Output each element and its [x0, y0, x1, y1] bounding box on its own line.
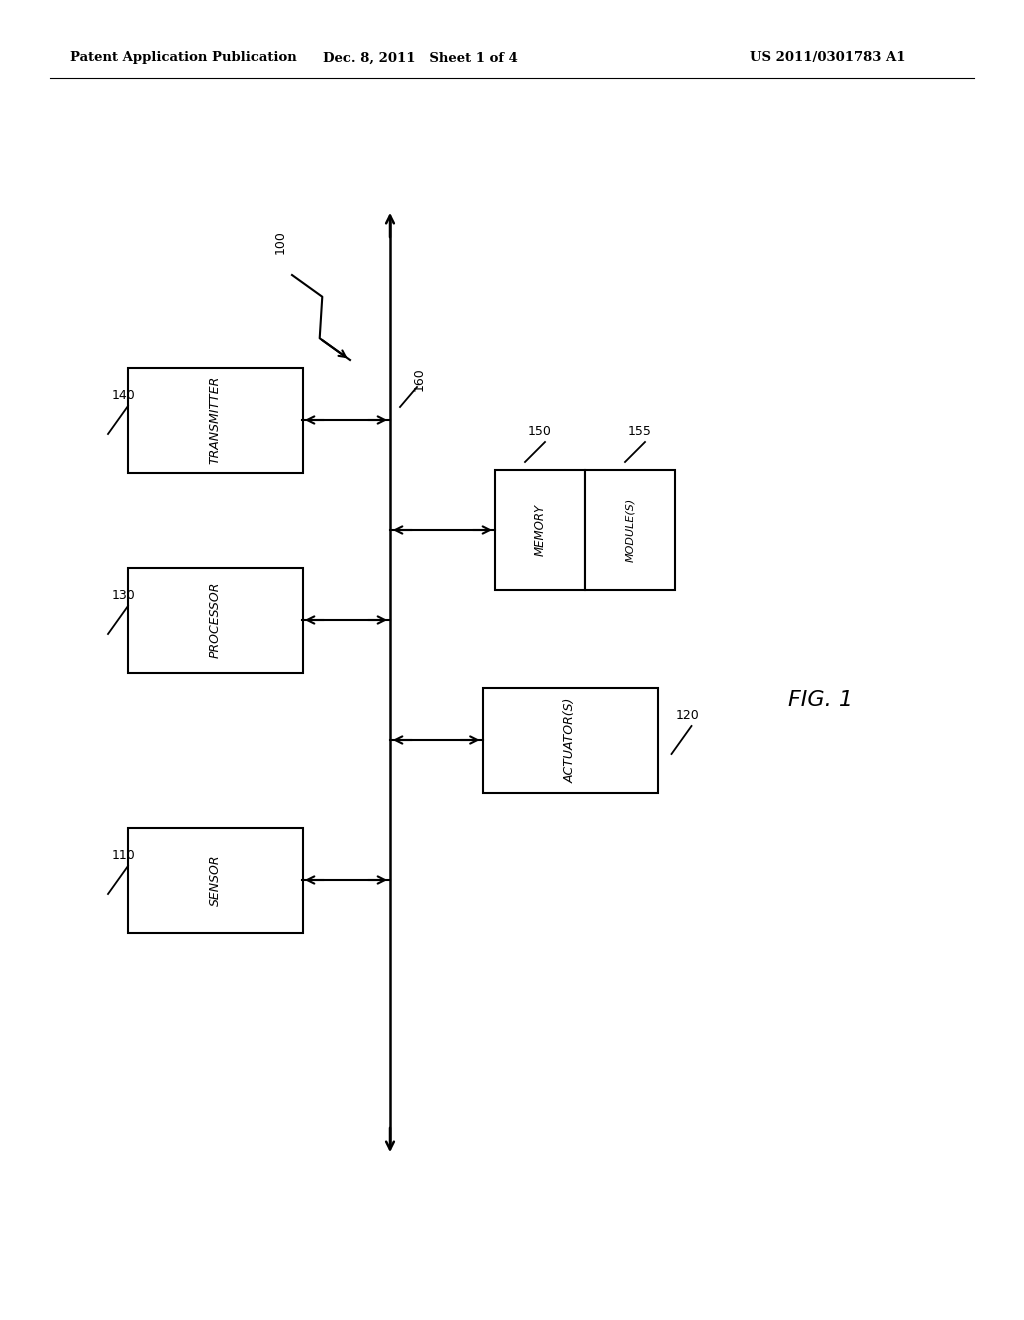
Text: SENSOR: SENSOR — [209, 854, 221, 906]
Text: MEMORY: MEMORY — [534, 504, 547, 556]
Text: 155: 155 — [628, 425, 652, 438]
Bar — [585, 470, 675, 590]
Text: 160: 160 — [413, 367, 426, 391]
Text: ACTUATOR(S): ACTUATOR(S) — [563, 697, 577, 783]
Text: Patent Application Publication: Patent Application Publication — [70, 51, 297, 65]
Text: 150: 150 — [528, 425, 552, 438]
Text: 140: 140 — [112, 389, 136, 403]
Text: MODULE(S): MODULE(S) — [625, 498, 635, 562]
Text: 110: 110 — [112, 849, 136, 862]
Text: 120: 120 — [676, 709, 699, 722]
Bar — [495, 470, 585, 590]
Bar — [482, 688, 657, 792]
Bar — [128, 367, 302, 473]
Text: Dec. 8, 2011   Sheet 1 of 4: Dec. 8, 2011 Sheet 1 of 4 — [323, 51, 517, 65]
Bar — [128, 568, 302, 672]
Text: PROCESSOR: PROCESSOR — [209, 582, 221, 659]
Text: 100: 100 — [273, 230, 287, 253]
Text: TRANSMITTER: TRANSMITTER — [209, 376, 221, 465]
Text: US 2011/0301783 A1: US 2011/0301783 A1 — [750, 51, 905, 65]
Text: 130: 130 — [112, 589, 136, 602]
Bar — [128, 828, 302, 932]
Text: FIG. 1: FIG. 1 — [787, 690, 853, 710]
